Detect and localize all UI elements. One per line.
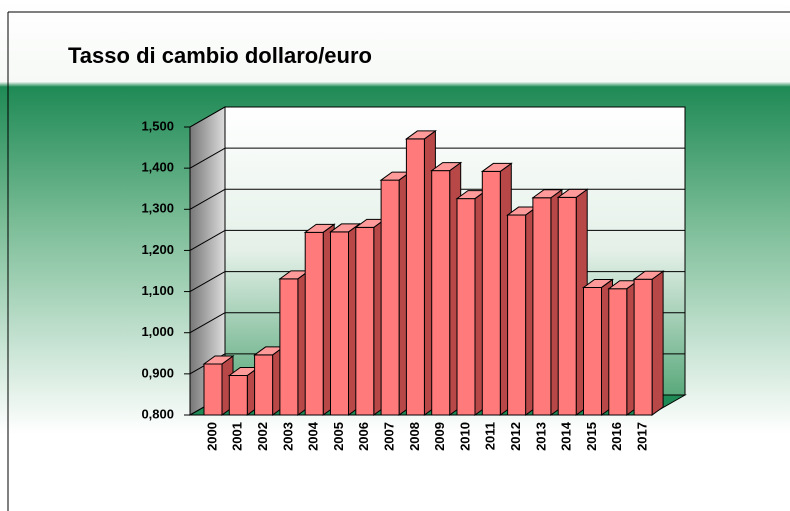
x-tick-label: 2010: [457, 422, 472, 451]
bar: [203, 363, 223, 416]
bar: [608, 288, 628, 416]
bar-top: [531, 189, 564, 199]
x-tick-label: 2007: [382, 422, 397, 451]
grid-line-side: [189, 229, 226, 251]
y-tick-label: 0,800: [141, 406, 174, 421]
y-tick-label: 1,500: [141, 118, 174, 133]
bar: [304, 231, 324, 416]
bar: [405, 138, 425, 416]
bar: [583, 286, 602, 416]
grid-line-side: [189, 147, 226, 169]
bar: [481, 170, 501, 416]
bar: [633, 278, 653, 416]
grid-line-side: [189, 312, 226, 334]
x-tick-label: 2005: [331, 422, 346, 451]
x-tick-label: 2004: [306, 421, 321, 451]
x-tick-label: 2001: [230, 422, 245, 451]
bar: [431, 170, 451, 416]
bar-top: [480, 162, 513, 172]
y-tick-label: 1,400: [141, 160, 174, 175]
bar: [557, 196, 577, 416]
bar-side: [651, 270, 664, 416]
bar: [532, 197, 552, 416]
bar-top: [328, 223, 362, 233]
bar-top: [404, 130, 437, 140]
bar: [507, 214, 527, 416]
bar-top: [581, 278, 615, 288]
bar: [355, 226, 375, 416]
x-tick-label: 2008: [407, 422, 422, 451]
y-tick-label: 0,900: [141, 365, 174, 380]
x-tick-label: 2012: [508, 422, 523, 451]
y-tick-label: 1,200: [141, 242, 174, 257]
bar: [456, 198, 476, 416]
x-tick-label: 2016: [609, 422, 624, 451]
x-tick-label: 2006: [356, 422, 371, 451]
x-tick-label: 2013: [533, 422, 548, 451]
grid-line-side: [189, 271, 226, 293]
chart-title: Tasso di cambio dollaro/euro: [68, 43, 372, 68]
y-tick-label: 1,000: [141, 324, 174, 339]
bar-top: [430, 162, 463, 172]
x-tick-label: 2003: [280, 422, 295, 451]
bar: [380, 179, 400, 416]
bar-top: [202, 355, 235, 365]
x-tick-label: 2002: [255, 422, 270, 451]
bar: [330, 231, 349, 416]
bar-top: [632, 270, 665, 280]
x-tick-label: 2011: [483, 422, 498, 450]
grid-line-side: [189, 188, 226, 210]
x-tick-label: 2009: [432, 422, 447, 451]
bar: [228, 375, 248, 416]
y-tick-label: 1,300: [141, 201, 174, 216]
bar: [279, 278, 299, 416]
x-tick-label: 2000: [204, 422, 219, 451]
x-tick-label: 2015: [584, 422, 599, 451]
bar: [254, 354, 274, 416]
bar-top: [303, 223, 336, 233]
y-tick-label: 1,100: [141, 283, 174, 298]
x-tick-label: 2017: [635, 422, 650, 451]
bar-top: [556, 188, 589, 198]
grid-line-side: [189, 106, 226, 128]
x-tick-label: 2014: [559, 421, 574, 451]
